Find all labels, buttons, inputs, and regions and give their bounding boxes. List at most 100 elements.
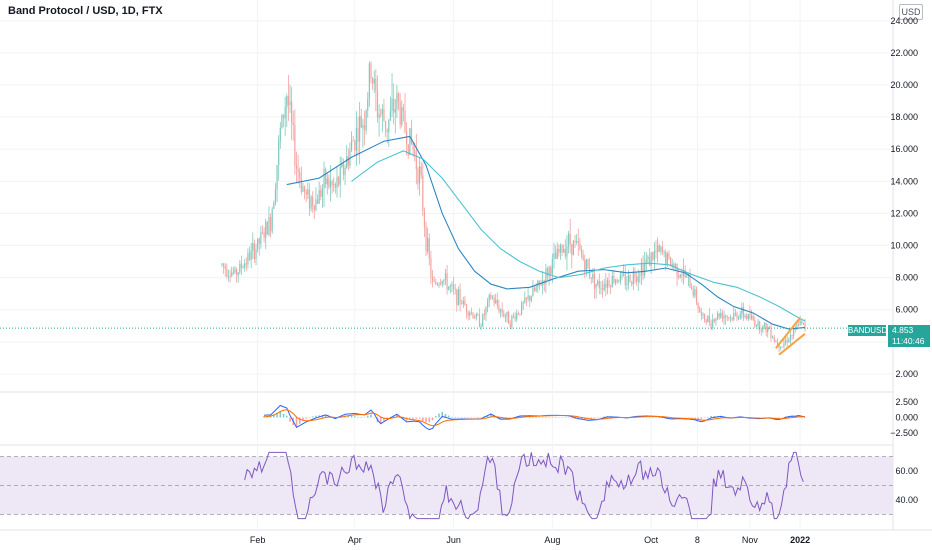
- candle-body: [780, 346, 782, 348]
- candle-body: [435, 281, 437, 284]
- candle-body: [577, 241, 579, 244]
- macd-histogram-bar: [298, 417, 301, 424]
- macd-histogram-bar: [694, 417, 696, 419]
- macd-histogram-bar: [412, 417, 414, 419]
- candle-body: [627, 274, 630, 285]
- candle-body: [741, 307, 743, 314]
- macd-histogram-bar: [357, 416, 359, 418]
- macd-histogram-bar: [273, 414, 275, 418]
- candle-body: [268, 217, 270, 235]
- macd-histogram-bar: [480, 417, 482, 418]
- wedge-upper-line: [775, 317, 801, 349]
- candle-body: [736, 313, 738, 319]
- candle-body: [516, 313, 518, 320]
- candle-body: [260, 232, 262, 244]
- macd-histogram-bar: [804, 417, 806, 418]
- candle-body: [629, 274, 631, 283]
- candle-body: [772, 337, 774, 339]
- candle-body: [383, 108, 385, 121]
- macd-histogram-bar: [409, 417, 411, 420]
- candle-body: [632, 272, 634, 285]
- macd-histogram-bar: [713, 415, 716, 418]
- candle-body: [269, 217, 272, 232]
- macd-histogram-bar: [460, 417, 463, 418]
- candle-body: [708, 315, 711, 323]
- candle-body: [410, 128, 413, 144]
- candle-body: [665, 251, 667, 265]
- candle-body: [759, 321, 761, 331]
- candle-body: [480, 326, 482, 327]
- candle-body: [532, 287, 534, 297]
- candle-body: [412, 143, 414, 150]
- candle-body: [328, 178, 330, 188]
- candle-body: [776, 342, 779, 345]
- candle-body: [770, 329, 772, 339]
- candle-body: [255, 249, 257, 260]
- candle-body: [725, 315, 727, 318]
- macd-histogram-bar: [710, 415, 712, 418]
- candle-body: [273, 203, 275, 209]
- candle-body: [640, 264, 643, 276]
- macd-histogram-bar: [467, 417, 469, 418]
- candle-body: [334, 184, 336, 188]
- candle-body: [797, 324, 800, 326]
- y-tick-label: 14.000: [890, 176, 918, 186]
- candle-body: [603, 283, 605, 291]
- candle-body: [702, 314, 704, 316]
- candle-body: [520, 303, 523, 315]
- candle-body: [342, 163, 345, 176]
- macd-histogram-bar: [370, 414, 372, 418]
- macd-histogram-bar: [447, 415, 450, 418]
- candle-body: [344, 167, 346, 176]
- candle-body: [713, 319, 715, 322]
- candle-body: [635, 277, 638, 282]
- candle-body: [679, 274, 681, 278]
- candle-body: [414, 149, 416, 155]
- candle-body: [697, 302, 699, 309]
- candle-body: [597, 280, 599, 284]
- macd-histogram-bar: [386, 417, 388, 419]
- candle-body: [440, 283, 442, 285]
- candle-body: [321, 188, 324, 197]
- candle-body: [655, 251, 657, 253]
- candle-body: [768, 327, 770, 330]
- candle-body: [703, 314, 706, 321]
- y-tick-label: 2.000: [895, 369, 918, 379]
- candle-body: [485, 307, 487, 315]
- currency-button[interactable]: USD: [899, 4, 923, 20]
- candle-body: [339, 166, 341, 185]
- candle-body: [503, 313, 505, 317]
- candle-body: [396, 93, 398, 110]
- candle-body: [576, 241, 578, 243]
- candle-body: [456, 289, 458, 306]
- candle-body: [746, 315, 748, 319]
- candle-body: [493, 297, 495, 303]
- candle-body: [546, 268, 549, 277]
- candle-body: [431, 277, 434, 282]
- macd-histogram-bar: [279, 411, 282, 418]
- candle-body: [799, 320, 801, 325]
- macd-histogram-bar: [366, 415, 369, 418]
- candle-body: [540, 283, 542, 286]
- candle-body: [415, 154, 417, 170]
- macd-histogram-bar: [438, 413, 440, 418]
- x-tick-label: Feb: [250, 535, 266, 545]
- candle-body: [378, 114, 380, 118]
- price-tag-value: 4.853: [892, 325, 914, 335]
- candle-body: [444, 273, 447, 280]
- candle-body: [512, 315, 515, 317]
- candle-body: [318, 190, 320, 204]
- candle-body: [788, 339, 790, 343]
- candle-body: [320, 190, 322, 197]
- macd-histogram-bar: [389, 416, 392, 418]
- macd-histogram-bar: [276, 412, 278, 418]
- candle-body: [467, 312, 469, 316]
- y-tick-label: 18.000: [890, 112, 918, 122]
- candle-body: [227, 275, 230, 277]
- candle-body: [574, 240, 576, 243]
- candle-body: [621, 274, 623, 276]
- candle-body: [490, 295, 492, 299]
- candle-body: [491, 297, 494, 299]
- candle-body: [409, 128, 411, 155]
